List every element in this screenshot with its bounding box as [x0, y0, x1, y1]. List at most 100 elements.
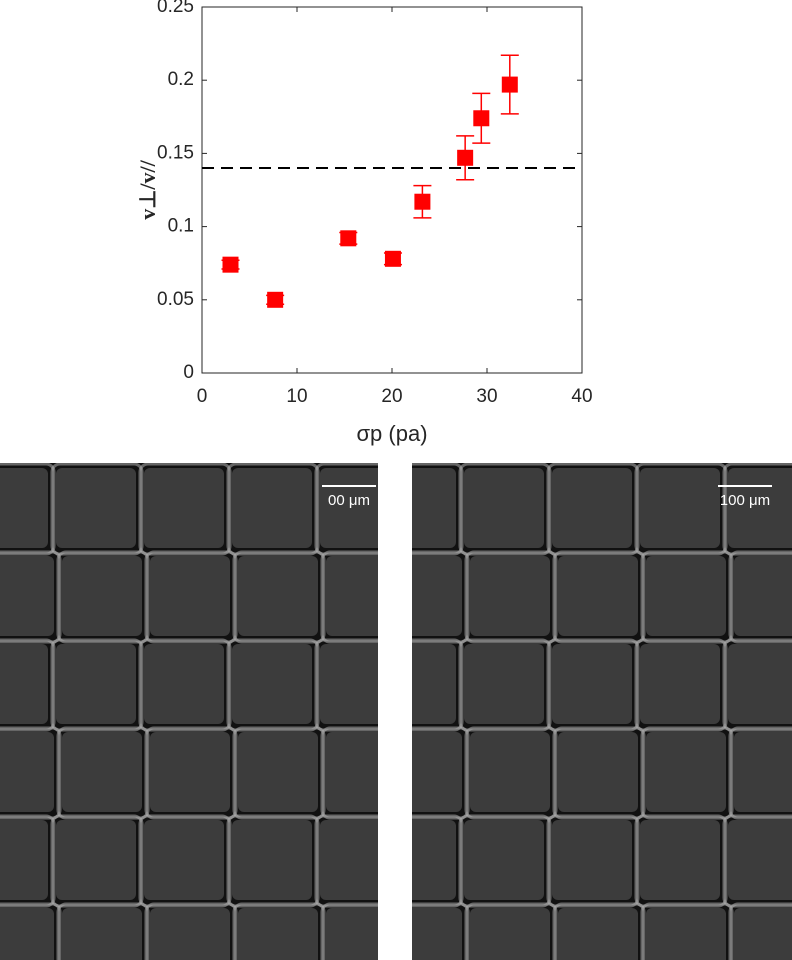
channel — [634, 638, 728, 732]
channel — [412, 550, 470, 644]
pillar — [326, 908, 378, 960]
pillar — [326, 732, 378, 812]
channel — [138, 814, 232, 908]
pillar — [558, 908, 638, 960]
micrograph: 00 μm — [0, 463, 378, 960]
marker — [457, 149, 474, 166]
channel — [464, 550, 558, 644]
marker — [384, 250, 401, 267]
channel — [320, 726, 378, 820]
channel — [56, 550, 150, 644]
channel — [50, 814, 144, 908]
channel — [144, 902, 238, 960]
channel — [552, 550, 646, 644]
pillar — [640, 820, 720, 900]
channel — [546, 814, 640, 908]
pillar — [150, 732, 230, 812]
channel — [458, 463, 552, 556]
y-tick-label: 0.1 — [168, 216, 194, 237]
y-tick-label: 0.2 — [168, 69, 194, 90]
x-tick-label: 40 — [571, 386, 592, 407]
y-tick-label: 0.15 — [157, 142, 194, 163]
channel — [50, 463, 144, 556]
pillar — [0, 732, 54, 812]
pillar — [728, 820, 792, 900]
marker — [414, 193, 431, 210]
pillar — [0, 908, 54, 960]
y-tick-label: 0.25 — [157, 0, 194, 17]
pillar — [412, 644, 456, 724]
pillar — [238, 556, 318, 636]
pillar — [412, 468, 456, 548]
channel — [0, 638, 56, 732]
channel — [56, 726, 150, 820]
y-tick-label: 0.05 — [157, 289, 194, 310]
pillar — [464, 644, 544, 724]
channel — [138, 638, 232, 732]
channel — [722, 463, 792, 556]
pillar — [464, 468, 544, 548]
marker — [473, 110, 490, 127]
pillar — [0, 468, 48, 548]
channel — [640, 550, 734, 644]
pillar — [734, 556, 792, 636]
channel — [412, 463, 464, 556]
channel — [458, 814, 552, 908]
x-tick-label: 10 — [286, 386, 307, 407]
pillar — [646, 908, 726, 960]
channel — [314, 463, 378, 556]
micrograph: 100 μm — [412, 463, 792, 960]
x-axis-label: σp (pa) — [356, 421, 427, 446]
channel — [728, 726, 792, 820]
pillar — [150, 908, 230, 960]
y-tick-label: 0 — [183, 362, 194, 383]
channel — [464, 726, 558, 820]
pillar — [326, 556, 378, 636]
pillar — [552, 644, 632, 724]
channel — [634, 463, 728, 556]
pillar — [0, 644, 48, 724]
pillar — [320, 820, 378, 900]
pillar — [470, 732, 550, 812]
channel — [412, 902, 470, 960]
channel — [634, 814, 728, 908]
pillar — [552, 468, 632, 548]
pillar — [728, 468, 792, 548]
channel-grid — [0, 463, 378, 960]
marker — [340, 230, 357, 247]
channel — [0, 726, 62, 820]
channel — [226, 814, 320, 908]
pillar — [552, 820, 632, 900]
pillar — [0, 820, 48, 900]
pillar — [238, 732, 318, 812]
pillar — [464, 820, 544, 900]
pillar — [728, 644, 792, 724]
channel — [640, 726, 734, 820]
pillar — [238, 908, 318, 960]
pillar — [558, 556, 638, 636]
pillar — [470, 556, 550, 636]
channel — [56, 902, 150, 960]
channel — [0, 550, 62, 644]
channel — [226, 638, 320, 732]
pillar — [558, 732, 638, 812]
channel — [640, 902, 734, 960]
channel — [722, 638, 792, 732]
pillar — [320, 644, 378, 724]
pillar — [144, 820, 224, 900]
channel — [412, 726, 470, 820]
channel — [50, 638, 144, 732]
pillar — [232, 820, 312, 900]
channel — [320, 550, 378, 644]
y-axis-label: v⊥/v// — [135, 159, 160, 219]
pillar — [412, 820, 456, 900]
x-tick-label: 30 — [476, 386, 497, 407]
pillar — [144, 644, 224, 724]
channel — [226, 463, 320, 556]
pillar — [56, 820, 136, 900]
pillar — [640, 468, 720, 548]
channel — [144, 550, 238, 644]
pillar — [412, 556, 462, 636]
channel — [552, 902, 646, 960]
